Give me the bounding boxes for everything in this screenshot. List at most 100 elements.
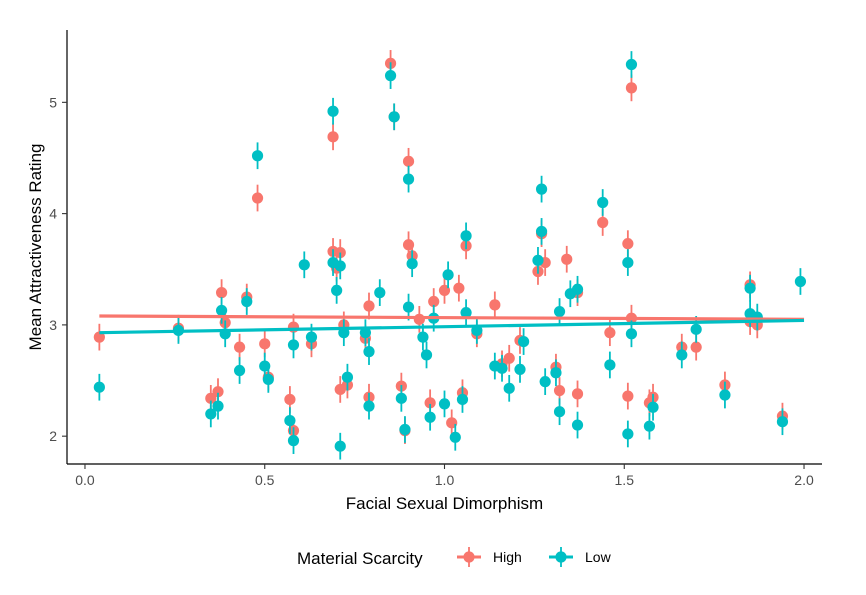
data-point bbox=[428, 295, 440, 308]
legend-key-high: High bbox=[457, 547, 522, 567]
data-point bbox=[241, 295, 253, 308]
data-point bbox=[395, 392, 407, 404]
y-axis-ticks: 2 3 4 5 bbox=[49, 94, 67, 444]
data-point bbox=[305, 331, 318, 343]
x-tick-label: 0.5 bbox=[255, 472, 275, 488]
data-point bbox=[719, 389, 731, 401]
data-point bbox=[374, 287, 386, 299]
legend-title: Material Scarcity bbox=[297, 549, 423, 568]
data-point bbox=[420, 349, 433, 361]
data-point bbox=[212, 386, 224, 398]
data-point bbox=[363, 300, 375, 312]
data-point bbox=[424, 397, 436, 409]
data-point bbox=[334, 260, 346, 272]
y-axis-title: Mean Attractiveness Rating bbox=[26, 144, 45, 351]
data-point bbox=[402, 301, 415, 313]
legend-key-point bbox=[555, 551, 567, 563]
data-point bbox=[690, 323, 702, 335]
data-point bbox=[233, 364, 246, 377]
data-point bbox=[625, 328, 638, 340]
data-point bbox=[287, 321, 300, 333]
data-point bbox=[424, 411, 436, 423]
x-tick-label: 1.0 bbox=[435, 472, 455, 488]
data-point bbox=[388, 111, 400, 123]
data-point bbox=[503, 352, 515, 364]
data-point bbox=[205, 408, 217, 420]
data-point bbox=[93, 331, 105, 343]
data-point bbox=[363, 400, 375, 412]
x-tick-label: 1.5 bbox=[615, 472, 635, 488]
data-point bbox=[647, 401, 659, 413]
fit-line-low bbox=[99, 318, 805, 335]
data-point bbox=[532, 254, 544, 266]
legend: Material Scarcity High Low bbox=[297, 547, 612, 568]
data-point bbox=[262, 373, 274, 386]
y-tick-label: 5 bbox=[49, 94, 57, 110]
data-point bbox=[625, 58, 638, 71]
x-axis-ticks: 0.0 0.5 1.0 1.5 2.0 bbox=[75, 464, 814, 488]
x-axis-title: Facial Sexual Dimorphism bbox=[346, 494, 543, 513]
data-point bbox=[453, 282, 465, 294]
x-tick-label: 2.0 bbox=[794, 472, 814, 488]
data-point bbox=[205, 392, 217, 404]
data-point bbox=[622, 390, 634, 402]
data-point bbox=[251, 150, 264, 162]
x-tick-label: 0.0 bbox=[75, 472, 95, 488]
data-point bbox=[571, 283, 584, 295]
data-point bbox=[327, 105, 339, 117]
data-point bbox=[622, 256, 634, 269]
data-point bbox=[597, 216, 609, 229]
data-point bbox=[363, 346, 375, 358]
y-tick-label: 2 bbox=[49, 428, 57, 444]
data-point bbox=[553, 305, 566, 318]
data-point bbox=[402, 173, 415, 185]
data-point bbox=[438, 398, 451, 410]
data-point bbox=[399, 423, 411, 436]
data-point bbox=[643, 420, 656, 432]
data-point bbox=[341, 371, 354, 383]
data-point bbox=[571, 388, 584, 400]
data-point bbox=[284, 393, 296, 406]
legend-key-point bbox=[463, 551, 475, 563]
data-point bbox=[384, 70, 397, 82]
data-point bbox=[496, 362, 508, 374]
data-point bbox=[460, 307, 472, 319]
data-point bbox=[449, 431, 461, 443]
data-point bbox=[622, 238, 634, 250]
data-point bbox=[233, 341, 246, 353]
data-point bbox=[794, 275, 807, 288]
series-low bbox=[93, 51, 807, 460]
data-point bbox=[413, 313, 425, 325]
data-point bbox=[535, 183, 548, 195]
data-point bbox=[259, 338, 271, 350]
data-point bbox=[331, 284, 343, 296]
data-point bbox=[625, 82, 638, 94]
data-point bbox=[690, 341, 702, 353]
data-point bbox=[287, 435, 300, 447]
data-point bbox=[550, 367, 562, 379]
legend-label: High bbox=[493, 549, 522, 565]
data-point bbox=[553, 406, 566, 418]
data-point bbox=[622, 428, 634, 440]
data-point bbox=[402, 155, 415, 167]
data-point bbox=[287, 339, 300, 351]
data-point bbox=[744, 282, 756, 294]
data-point bbox=[604, 327, 616, 339]
data-point bbox=[406, 258, 418, 270]
data-point bbox=[212, 400, 224, 412]
data-point bbox=[93, 381, 105, 393]
data-point bbox=[553, 384, 566, 397]
y-tick-label: 4 bbox=[49, 206, 57, 222]
data-point bbox=[561, 253, 573, 265]
data-point bbox=[251, 192, 264, 204]
data-point bbox=[676, 349, 688, 361]
legend-key-low: Low bbox=[549, 547, 612, 567]
fit-line-high bbox=[99, 314, 805, 321]
data-point bbox=[215, 287, 228, 299]
data-point bbox=[334, 246, 346, 259]
data-point bbox=[334, 440, 346, 452]
data-point bbox=[571, 419, 584, 431]
data-point bbox=[514, 363, 526, 376]
